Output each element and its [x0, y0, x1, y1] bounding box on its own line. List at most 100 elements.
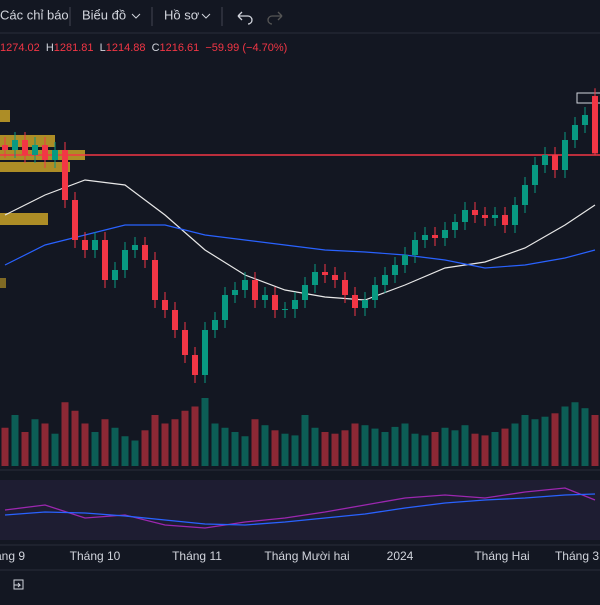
volume-bar: [511, 423, 519, 466]
volume-bar: [101, 419, 109, 466]
volume-bar: [381, 432, 389, 466]
volume-bar: [371, 428, 379, 466]
volume-bar: [331, 433, 339, 466]
volume-bar: [361, 425, 369, 466]
volume-bar: [151, 415, 159, 466]
volume-bar: [571, 402, 579, 466]
volume-bar: [161, 423, 169, 466]
candle-body: [142, 245, 148, 260]
volume-bar: [51, 433, 59, 466]
candle-body: [272, 295, 278, 310]
volume-bar: [181, 410, 189, 466]
candle-body: [362, 300, 368, 308]
candle-body: [72, 200, 78, 240]
volume-bar: [251, 419, 259, 466]
ohlc-legend: 1274.02 H1281.81 L1214.88 C1216.61 −59.9…: [0, 42, 287, 54]
date-range-button[interactable]: [13, 579, 24, 590]
volume-bar: [131, 440, 139, 466]
volume-bar: [551, 413, 559, 466]
volume-bar: [31, 419, 39, 466]
volume-bar: [171, 419, 179, 466]
rsi-line: [4, 487, 596, 529]
redo-button[interactable]: [267, 11, 283, 25]
high-key: H: [46, 42, 54, 54]
volume-bar: [21, 432, 29, 466]
open-value: 1274.02: [0, 42, 40, 54]
moving-average: [4, 224, 596, 269]
volume-bar: [441, 427, 449, 466]
candle-body: [372, 285, 378, 300]
profile-box: [0, 278, 6, 288]
candle-body: [282, 309, 288, 310]
volume-bar: [241, 436, 249, 466]
volume-bar: [421, 435, 429, 466]
chart-button[interactable]: Biểu đồ: [82, 7, 126, 22]
close-value: 1216.61: [160, 42, 200, 54]
volume-bar: [531, 419, 539, 466]
candle-body: [332, 275, 338, 280]
candle-body: [442, 230, 448, 238]
volume-bar: [471, 433, 479, 466]
volume-bar: [431, 432, 439, 466]
candle-body: [132, 245, 138, 250]
candle-body: [592, 95, 598, 154]
profile-box: [0, 110, 10, 122]
candle-body: [572, 125, 578, 140]
candle-body: [32, 145, 38, 155]
candle-body: [292, 300, 298, 309]
x-tick-label: Tháng Hai: [474, 549, 529, 563]
volume-bar: [91, 432, 99, 466]
volume-bar: [391, 426, 399, 466]
marker-box: [576, 92, 600, 104]
candle-body: [562, 140, 568, 170]
volume-bar: [141, 430, 149, 466]
volume-bar: [231, 432, 239, 466]
volume-bar: [341, 430, 349, 466]
low-value: 1214.88: [106, 42, 146, 54]
x-tick-label: Tháng 3: [555, 549, 599, 563]
candle-body: [122, 250, 128, 270]
candle-body: [242, 280, 248, 290]
candle-body: [92, 240, 98, 250]
indicators-button[interactable]: Các chỉ báo: [0, 7, 69, 22]
profile-box: [0, 213, 48, 225]
volume-bar: [311, 427, 319, 466]
candle-body: [12, 140, 18, 150]
candle-body: [112, 270, 118, 280]
candle-body: [192, 355, 198, 375]
candle-body: [212, 320, 218, 330]
candle-body: [412, 240, 418, 255]
volume-bar: [201, 398, 209, 466]
x-tick-label: áng 9: [0, 549, 25, 563]
volume-bar: [81, 423, 89, 466]
candle-body: [252, 280, 258, 300]
candle-body: [532, 165, 538, 185]
x-tick-label: Tháng Mười hai: [264, 549, 349, 563]
volume-bar: [401, 423, 409, 466]
candle-body: [392, 265, 398, 275]
volume-bar: [491, 432, 499, 466]
x-tick-label: 2024: [387, 549, 414, 563]
candle-body: [512, 205, 518, 225]
volume-bar: [501, 428, 509, 466]
volume-bar: [281, 433, 289, 466]
rsi-line: [4, 493, 596, 526]
undo-button[interactable]: [237, 11, 253, 25]
candle-body: [582, 115, 588, 125]
volume-bar: [301, 415, 309, 466]
candle-body: [452, 222, 458, 230]
candle-body: [382, 275, 388, 285]
volume-bar: [121, 436, 129, 466]
candle-body: [22, 140, 28, 155]
candle-body: [232, 290, 238, 295]
profile-button[interactable]: Hồ sơ: [164, 7, 200, 22]
candle-body: [482, 215, 488, 218]
volume-bar: [261, 425, 269, 466]
candle-body: [102, 240, 108, 280]
candle-body: [202, 330, 208, 375]
volume-bar: [1, 427, 9, 466]
plot: áng 9 Tháng 10 Tháng 11 Tháng Mười hai 2024 T…: [0, 88, 600, 563]
rsi-band: [0, 480, 600, 540]
candle-body: [432, 235, 438, 238]
candle-body: [542, 155, 548, 165]
